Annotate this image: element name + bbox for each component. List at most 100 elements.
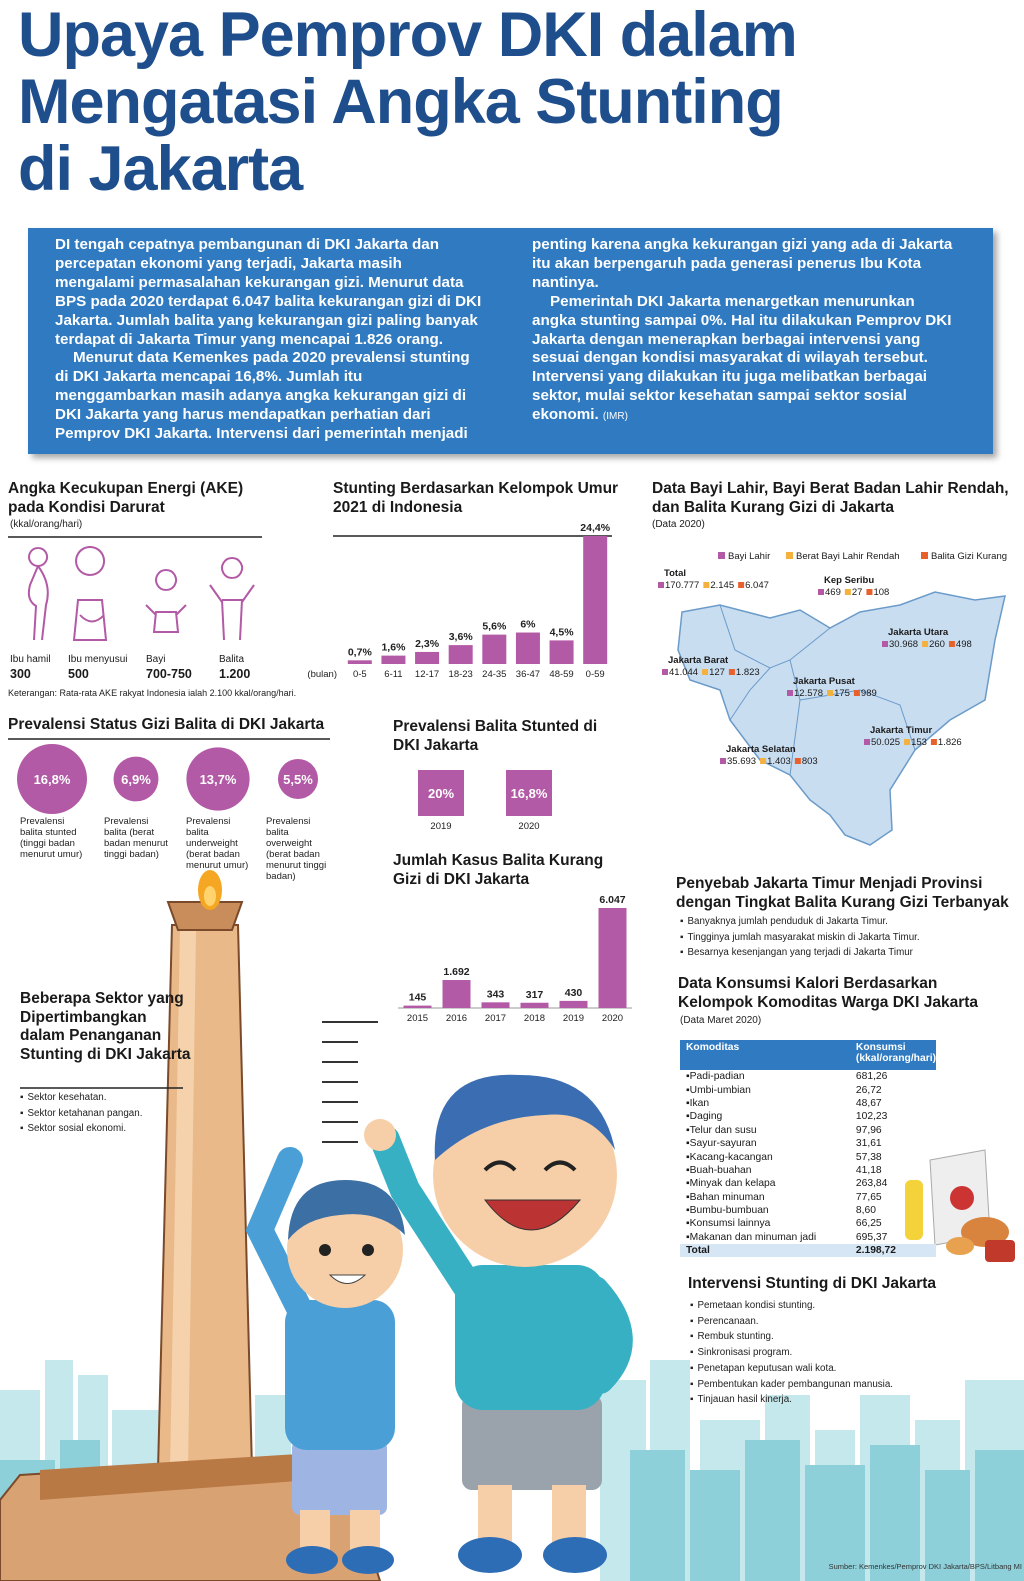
small-child xyxy=(245,1147,405,1574)
value-label: 35.693 xyxy=(727,756,756,767)
bubble xyxy=(186,747,250,811)
data-swatch xyxy=(866,589,873,595)
column-header: Konsumsi (kkal/orang/hari) xyxy=(855,1042,936,1064)
value-label: 1.826 xyxy=(938,737,962,748)
table-row: ▪Sayur-sayuran 31,61 xyxy=(680,1137,936,1150)
illustration-part xyxy=(805,1465,865,1581)
data-swatch xyxy=(728,669,735,675)
map-borders xyxy=(719,604,916,776)
list-item: Sektor sosial ekonomi. xyxy=(20,1121,142,1137)
value-label: 343 xyxy=(487,988,505,1000)
ake-label: Bayi xyxy=(146,654,166,665)
value-label: 5,6% xyxy=(482,621,507,633)
data-swatch xyxy=(922,641,929,647)
data-swatch xyxy=(662,669,668,675)
data-swatch xyxy=(827,690,834,696)
ake-value: 700-750 xyxy=(146,667,192,681)
konsumsi-title: Data Konsumsi Kalori Berdasarkan Kelompo… xyxy=(678,975,979,1011)
value-label: 6,9% xyxy=(121,772,151,787)
table-cell: 102,23 xyxy=(855,1111,888,1123)
value-label: 989 xyxy=(861,688,877,699)
x-tick-label: 2019 xyxy=(563,1013,584,1024)
value-label: 0,7% xyxy=(348,646,373,658)
value-label: 317 xyxy=(526,989,544,1001)
chart-title: Prevalensi Balita Stunted di DKI Jakarta xyxy=(393,718,598,754)
table-row: ▪Daging 102,23 xyxy=(680,1110,936,1123)
list-item: Pembentukan kader pembangunan manusia. xyxy=(690,1377,893,1393)
bar xyxy=(520,1002,549,1008)
value-label: 6% xyxy=(520,619,536,631)
list-item: Sinkronisasi program. xyxy=(690,1345,893,1361)
x-tick-label: 2019 xyxy=(430,821,451,832)
value-label: 27 xyxy=(852,587,863,598)
value-label: 16,8% xyxy=(34,772,71,787)
illustration-part xyxy=(543,1160,577,1172)
title-line: Upaya Pemprov DKI dalam xyxy=(18,0,798,70)
bar xyxy=(403,1005,432,1008)
illustration-part xyxy=(288,1180,405,1240)
illustration-part xyxy=(455,1265,605,1410)
list-item: Sektor ketahanan pangan. xyxy=(20,1106,142,1122)
value-label: 127 xyxy=(709,667,725,678)
value-label: 16,8% xyxy=(511,786,548,801)
author: (IMR) xyxy=(602,411,628,423)
table-row: ▪Buah-buahan 41,18 xyxy=(680,1164,936,1177)
list-item: Banyaknya jumlah penduduk di Jakarta Tim… xyxy=(680,914,920,930)
data-swatch xyxy=(787,690,793,696)
table-cell: 681,26 xyxy=(855,1071,888,1083)
data-swatch xyxy=(930,739,937,745)
illustration-part xyxy=(745,1440,800,1581)
illustration-part xyxy=(985,1240,1015,1262)
chart-subtitle: (Data 2020) xyxy=(652,519,705,530)
illustration-part xyxy=(287,1192,403,1308)
ake-label: Balita xyxy=(219,654,245,665)
value-label: 30.968 xyxy=(889,639,918,650)
table-cell: 263,84 xyxy=(855,1178,888,1190)
value-label: 50.025 xyxy=(871,737,900,748)
table-row: ▪Telur dan susu 97,96 xyxy=(680,1124,936,1137)
chart-title: Stunting Berdasarkan Kelompok Umur 2021 … xyxy=(333,480,619,516)
table-cell: 77,65 xyxy=(855,1191,882,1203)
legend-label: Balita Gizi Kurang xyxy=(931,551,1007,562)
table-cell: 57,38 xyxy=(855,1151,882,1163)
chart-title: Data Bayi Lahir, Bayi Berat Badan Lahir … xyxy=(652,480,1009,516)
value-label: 13,7% xyxy=(200,772,237,787)
category-label: Prevalensi balita overweight (berat bada… xyxy=(266,816,327,882)
bar xyxy=(381,655,406,664)
x-tick-label: 24-35 xyxy=(482,669,506,680)
value-label: 498 xyxy=(956,639,972,650)
table-cell: ▪Makanan dan minuman jadi xyxy=(686,1231,817,1243)
value-label: 20% xyxy=(428,786,454,801)
list-item: Besarnya kesenjangan yang terjadi di Jak… xyxy=(680,945,920,961)
illustration-part xyxy=(630,1450,685,1581)
bar xyxy=(482,634,507,664)
illustration-part xyxy=(552,1485,586,1545)
ake-label: Ibu hamil xyxy=(10,654,51,665)
ake-icon xyxy=(72,546,108,641)
table-cell: Total xyxy=(686,1245,710,1257)
x-tick-label: 48-59 xyxy=(549,669,573,680)
x-tick-label: 2017 xyxy=(485,1013,506,1024)
bar xyxy=(559,1000,588,1008)
table-cell: ▪Buah-buahan xyxy=(686,1164,752,1176)
value-label: 6.047 xyxy=(745,580,769,591)
bar xyxy=(598,908,627,1008)
list-item: Sektor kesehatan. xyxy=(20,1090,142,1106)
chart-title: Prevalensi Status Gizi Balita di DKI Jak… xyxy=(8,716,325,733)
illustration-part xyxy=(286,1546,338,1574)
value-label: 3,6% xyxy=(449,631,474,643)
table-cell: 695,37 xyxy=(855,1231,888,1243)
table-cell: ▪Telur dan susu xyxy=(686,1124,757,1136)
konsumsi-subtitle: (Data Maret 2020) xyxy=(680,1015,762,1026)
bar xyxy=(347,660,372,664)
value-label: 41.044 xyxy=(669,667,698,678)
tile xyxy=(506,770,552,816)
illustration-part xyxy=(870,1445,920,1581)
height-ruler xyxy=(322,1021,378,1143)
ake-value: 300 xyxy=(10,667,31,681)
bar xyxy=(415,651,440,664)
value-label: 2,3% xyxy=(415,638,440,650)
value-label: 1,6% xyxy=(381,642,406,654)
food-illustration xyxy=(905,1149,1015,1262)
